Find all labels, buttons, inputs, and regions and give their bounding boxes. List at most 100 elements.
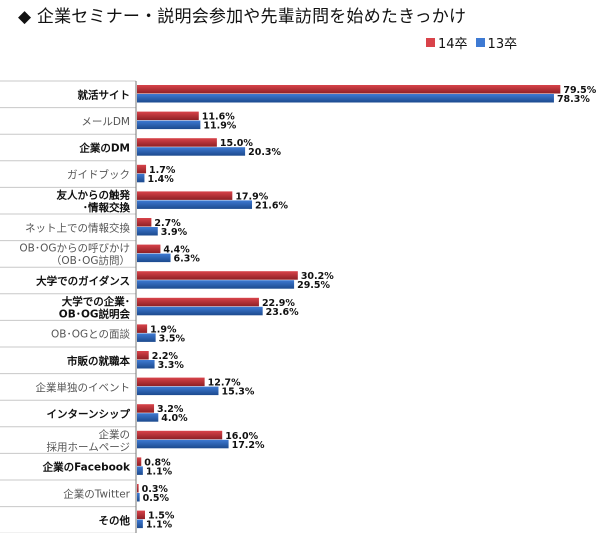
category-label: ･情報交換 bbox=[83, 201, 131, 214]
legend-item-13: 13卒 bbox=[475, 33, 518, 52]
legend-label-13: 13卒 bbox=[487, 37, 518, 52]
data-label-14: 2.7% bbox=[154, 218, 181, 229]
title-marker: ◆ bbox=[18, 7, 32, 27]
data-label-13: 29.5% bbox=[297, 280, 330, 291]
bar-13 bbox=[137, 280, 295, 289]
data-label-14: 1.9% bbox=[150, 324, 177, 335]
category-label: 企業のDM bbox=[78, 142, 130, 155]
data-label-13: 3.9% bbox=[161, 227, 188, 238]
data-label-13: 3.5% bbox=[159, 333, 186, 344]
data-label-13: 3.3% bbox=[158, 360, 185, 371]
data-label-13: 78.3% bbox=[557, 94, 590, 105]
category-label: 企業単独のイベント bbox=[36, 381, 131, 394]
bar-14 bbox=[137, 510, 145, 520]
category-label: （OB･OG訪問） bbox=[51, 254, 130, 267]
bar-13 bbox=[137, 173, 145, 183]
bar-13 bbox=[137, 466, 143, 475]
bar-14 bbox=[137, 457, 142, 466]
legend: 14卒 13卒 bbox=[426, 33, 517, 52]
category-label: OB･OGとの面談 bbox=[51, 328, 131, 341]
data-label-13: 17.2% bbox=[232, 440, 265, 451]
category-label: 市販の就職本 bbox=[67, 354, 130, 367]
data-label-13: 11.9% bbox=[203, 121, 236, 132]
category-label: その他 bbox=[99, 514, 131, 527]
bar-13 bbox=[137, 94, 554, 103]
legend-swatch-13 bbox=[475, 38, 485, 47]
bar-14 bbox=[137, 111, 199, 121]
bar-13 bbox=[137, 253, 171, 263]
legend-item-14: 14卒 bbox=[426, 33, 468, 52]
bar-13 bbox=[137, 120, 201, 130]
category-label: メールDM bbox=[81, 116, 130, 128]
data-label-13: 1.4% bbox=[147, 174, 174, 185]
data-label-14: 15.0% bbox=[220, 138, 253, 149]
data-label-13: 6.3% bbox=[174, 254, 201, 265]
bar-14 bbox=[137, 377, 205, 387]
data-label-13: 1.1% bbox=[146, 466, 173, 477]
chart-title: ◆ 企業セミナー・説明会参加や先輩訪問を始めたきっかけ bbox=[18, 2, 466, 27]
bar-13 bbox=[137, 386, 219, 396]
bar-14 bbox=[137, 191, 233, 200]
bar-13 bbox=[137, 200, 253, 209]
legend-swatch-14 bbox=[426, 38, 435, 47]
data-label-14: 30.2% bbox=[301, 271, 334, 282]
category-label: 大学での企業･ bbox=[62, 295, 130, 308]
bar-14 bbox=[137, 404, 155, 413]
data-label-14: 11.6% bbox=[202, 112, 235, 123]
bar-13 bbox=[137, 227, 158, 236]
bar-13 bbox=[137, 413, 159, 422]
chart-title-text: 企業セミナー・説明会参加や先輩訪問を始めたきっかけ bbox=[36, 7, 467, 27]
bar-13 bbox=[137, 519, 143, 529]
bar-14 bbox=[137, 324, 148, 333]
data-label-14: 1.5% bbox=[148, 511, 175, 522]
category-label: 企業のTwitter bbox=[63, 487, 130, 500]
category-label: 企業の bbox=[99, 428, 131, 441]
bar-14 bbox=[137, 138, 217, 147]
data-label-14: 3.2% bbox=[157, 404, 184, 415]
bar-14 bbox=[137, 218, 152, 227]
data-label-14: 4.4% bbox=[163, 245, 190, 256]
data-label-13: 4.0% bbox=[161, 413, 188, 424]
data-label-14: 0.8% bbox=[144, 457, 171, 468]
data-label-13: 1.1% bbox=[146, 520, 173, 531]
category-label: ガイドブック bbox=[67, 168, 130, 181]
data-label-14: 17.9% bbox=[235, 191, 268, 202]
bar-13 bbox=[137, 360, 155, 369]
category-label: 採用ホームページ bbox=[47, 440, 130, 453]
bar-13 bbox=[137, 439, 229, 449]
data-label-14: 12.7% bbox=[208, 378, 241, 389]
data-label-14: 1.7% bbox=[149, 165, 176, 176]
data-label-13: 20.3% bbox=[248, 147, 281, 158]
category-label: ネット上での情報交換 bbox=[25, 221, 130, 234]
category-label: インターンシップ bbox=[47, 408, 131, 421]
data-label-14: 2.2% bbox=[152, 351, 179, 362]
legend-label-14: 14卒 bbox=[438, 37, 468, 52]
bar-13 bbox=[137, 147, 246, 156]
bar-14 bbox=[137, 244, 161, 254]
bar-13 bbox=[137, 333, 156, 342]
bar-13 bbox=[137, 306, 263, 316]
bar-14 bbox=[137, 297, 259, 307]
data-label-13: 15.3% bbox=[221, 387, 254, 398]
bar-14 bbox=[137, 271, 298, 280]
category-label: 友人からの触発 bbox=[56, 188, 131, 201]
data-label-13: 0.5% bbox=[143, 493, 170, 504]
data-label-14: 0.3% bbox=[142, 484, 169, 495]
bar-13 bbox=[137, 493, 140, 502]
category-label: 企業のFacebook bbox=[42, 461, 131, 474]
bar-14 bbox=[137, 85, 561, 94]
data-label-14: 79.5% bbox=[563, 85, 596, 96]
category-label: 就活サイト bbox=[78, 88, 131, 101]
category-label: 大学でのガイダンス bbox=[36, 275, 130, 288]
data-label-13: 23.6% bbox=[266, 307, 299, 318]
data-label-14: 16.0% bbox=[225, 431, 258, 442]
data-label-14: 22.9% bbox=[262, 298, 295, 309]
data-label-13: 21.6% bbox=[255, 200, 288, 211]
bar-14 bbox=[137, 164, 147, 174]
bar-14 bbox=[137, 484, 139, 493]
bar-14 bbox=[137, 351, 149, 360]
category-label: OB･OG説明会 bbox=[59, 307, 131, 320]
bar-14 bbox=[137, 430, 223, 440]
category-label: OB･OGからの呼びかけ bbox=[19, 243, 130, 255]
